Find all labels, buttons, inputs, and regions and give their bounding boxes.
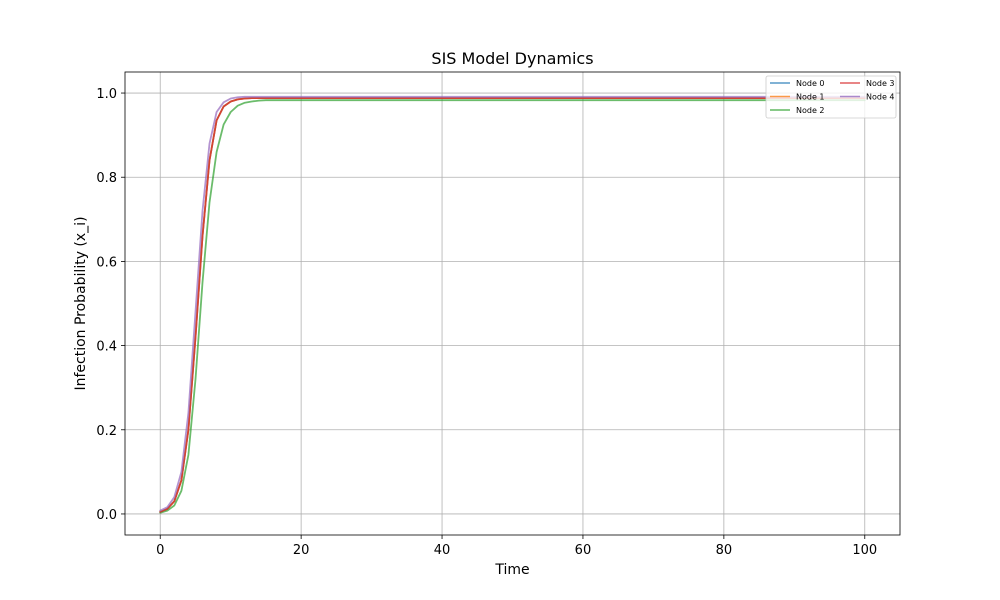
grid	[125, 72, 900, 535]
axis-ticks: 0 20 40 60 80 100 0.0 0.2 0.4 0.6 0.8 1.0	[96, 87, 877, 558]
legend-label: Node 4	[866, 93, 895, 102]
series-line-node-3	[159, 97, 866, 513]
y-tick-label: 0.4	[96, 340, 117, 355]
legend-label: Node 0	[796, 79, 825, 88]
y-tick-label: 0.0	[96, 508, 117, 523]
y-tick-label: 1.0	[96, 87, 117, 102]
legend-label: Node 1	[796, 93, 825, 102]
x-tick-label: 60	[575, 543, 592, 558]
legend: Node 0 Node 1 Node 2 Node 3 Node 4	[765, 75, 897, 119]
legend-item: Node 1	[770, 93, 825, 102]
y-tick-label: 0.6	[96, 255, 117, 270]
x-tick-label: 100	[852, 543, 877, 558]
x-tick-label: 20	[293, 543, 310, 558]
legend-item: Node 4	[840, 93, 895, 102]
plot-frame	[124, 71, 901, 536]
y-tick-label: 0.8	[96, 171, 117, 186]
x-tick-label: 80	[716, 543, 733, 558]
legend-item: Node 3	[840, 79, 895, 88]
x-axis-label: Time	[494, 562, 529, 578]
x-tick-label: 0	[156, 543, 164, 558]
series-line-node-4	[159, 95, 866, 512]
legend-label: Node 2	[796, 106, 825, 115]
series-line-node-2	[159, 99, 866, 514]
chart-title: SIS Model Dynamics	[431, 49, 593, 68]
x-tick-label: 40	[434, 543, 451, 558]
y-tick-label: 0.2	[96, 424, 117, 439]
y-axis-label: Infection Probability (x_i)	[73, 216, 89, 390]
legend-box	[765, 75, 897, 119]
legend-label: Node 3	[866, 79, 895, 88]
legend-item: Node 0	[770, 79, 825, 88]
series-lines	[159, 95, 866, 514]
legend-item: Node 2	[770, 106, 825, 115]
